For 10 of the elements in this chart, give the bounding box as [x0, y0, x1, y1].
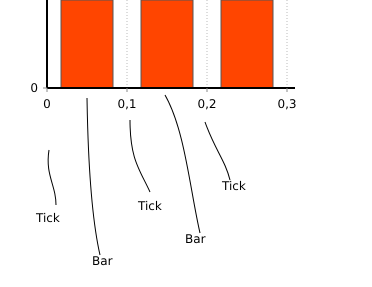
x-tick-label: 0,2 [197, 97, 217, 111]
x-tick-label: 0,3 [277, 97, 297, 111]
text: Bar [185, 232, 206, 246]
x-tick-label: 0 [43, 97, 51, 111]
text: Tick [35, 211, 60, 225]
x-tick-label: 0,1 [117, 97, 137, 111]
text: 0 [30, 81, 38, 95]
text: Tick [137, 199, 162, 213]
text: Bar [92, 254, 113, 268]
text: Tick [221, 179, 246, 193]
